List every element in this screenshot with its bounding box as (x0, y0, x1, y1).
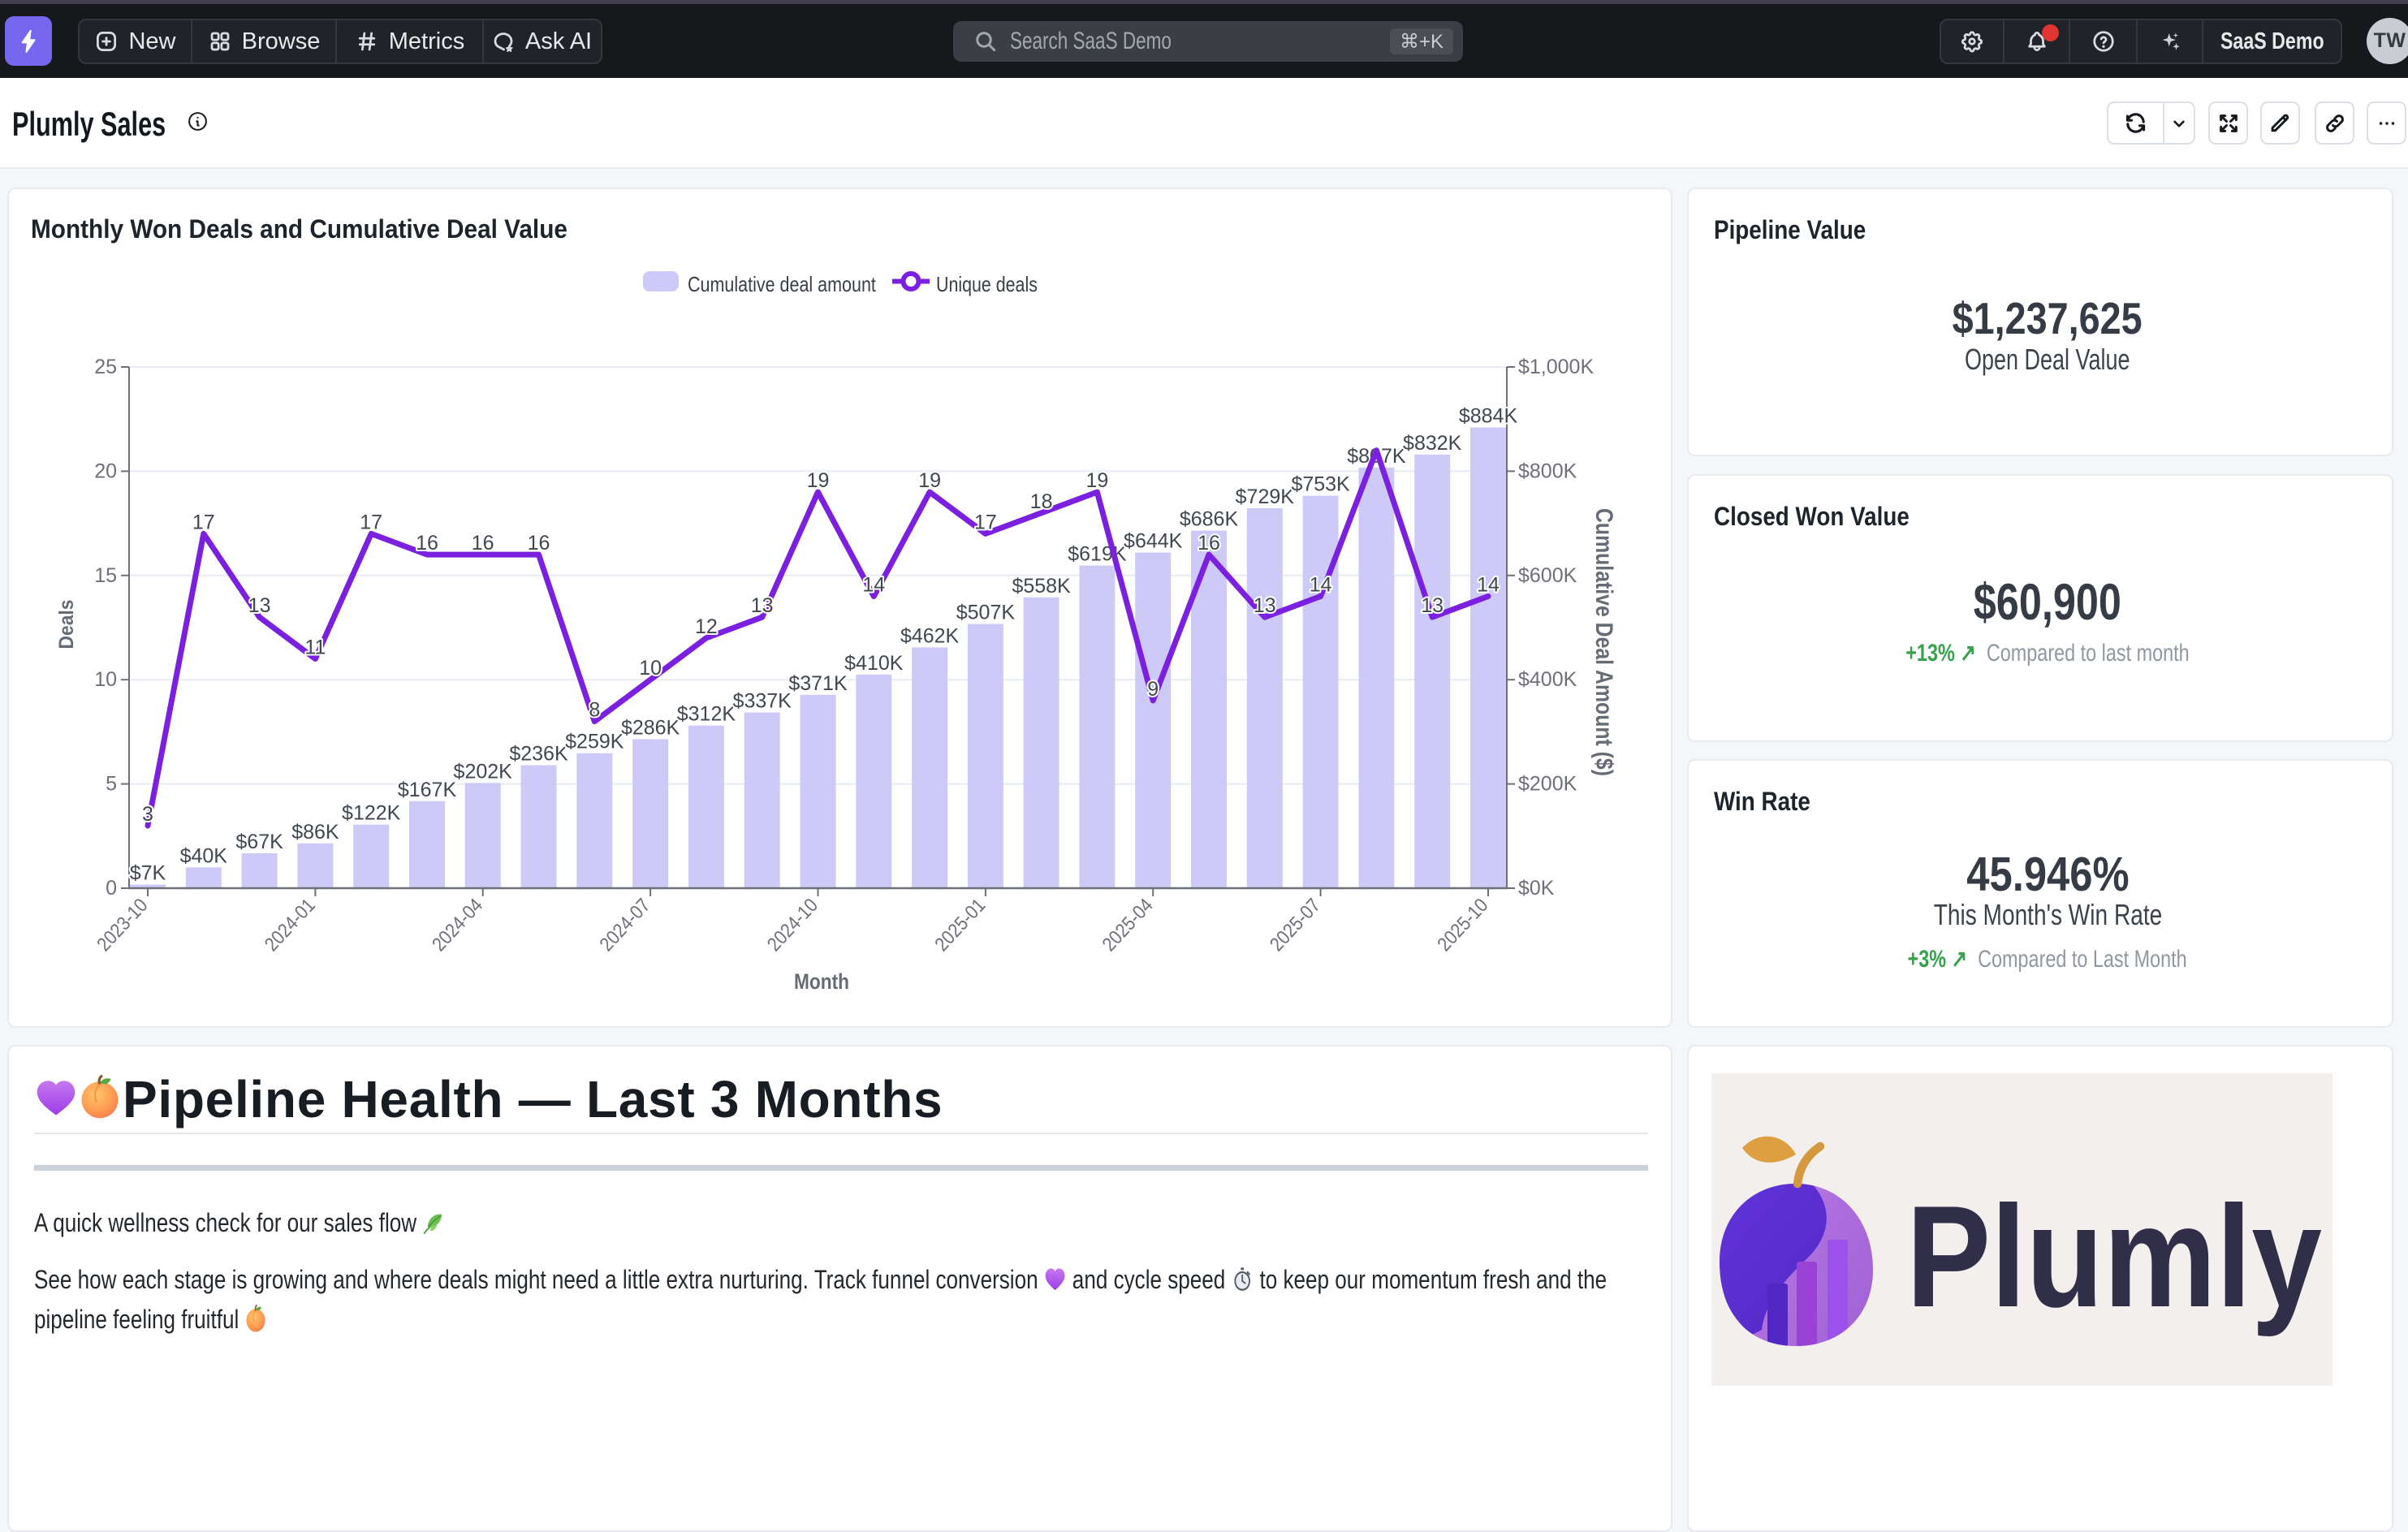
svg-text:15: 15 (94, 564, 117, 587)
svg-text:$753K: $753K (1291, 473, 1350, 496)
svg-text:19: 19 (807, 469, 830, 492)
svg-text:18: 18 (1030, 490, 1053, 513)
svg-text:2024-01: 2024-01 (261, 895, 320, 956)
svg-text:$400K: $400K (1518, 668, 1577, 691)
svg-text:$202K: $202K (454, 760, 513, 783)
svg-text:17: 17 (360, 511, 382, 533)
svg-text:$0K: $0K (1518, 877, 1555, 900)
svg-text:$236K: $236K (509, 743, 568, 766)
svg-text:Deals: Deals (55, 600, 78, 649)
svg-text:5: 5 (106, 773, 117, 796)
svg-text:13: 13 (1421, 594, 1444, 617)
svg-text:$558K: $558K (1012, 575, 1071, 598)
svg-text:19: 19 (1085, 469, 1108, 492)
svg-text:3: 3 (142, 803, 153, 826)
svg-text:$462K: $462K (900, 624, 960, 647)
svg-text:12: 12 (695, 615, 718, 638)
svg-text:2024-04: 2024-04 (428, 895, 487, 956)
svg-text:2025-07: 2025-07 (1266, 895, 1325, 956)
svg-text:9: 9 (1147, 678, 1159, 701)
svg-text:Cumulative Deal Amount ($): Cumulative Deal Amount ($) (1590, 508, 1617, 776)
svg-text:2023-10: 2023-10 (93, 895, 152, 956)
svg-text:8: 8 (589, 699, 600, 722)
svg-text:14: 14 (1310, 574, 1332, 597)
svg-text:$800K: $800K (1518, 460, 1577, 482)
svg-text:$286K: $286K (621, 716, 680, 739)
svg-text:$619K: $619K (1068, 543, 1127, 566)
svg-text:17: 17 (974, 511, 997, 533)
svg-text:13: 13 (751, 594, 774, 617)
svg-text:$40K: $40K (180, 844, 228, 867)
svg-text:2024-10: 2024-10 (763, 895, 822, 956)
svg-text:$832K: $832K (1403, 432, 1462, 455)
svg-text:17: 17 (192, 511, 215, 533)
svg-text:2025-01: 2025-01 (930, 895, 990, 956)
svg-text:Plumly: Plumly (1906, 1176, 2322, 1337)
svg-text:$7K: $7K (130, 862, 166, 885)
svg-text:$259K: $259K (565, 731, 624, 753)
svg-text:$167K: $167K (398, 779, 457, 801)
svg-text:16: 16 (472, 532, 494, 555)
svg-text:$67K: $67K (235, 831, 283, 853)
svg-text:2025-10: 2025-10 (1433, 895, 1492, 956)
svg-text:$1,000K: $1,000K (1518, 356, 1594, 378)
svg-text:$600K: $600K (1518, 564, 1577, 587)
svg-text:14: 14 (862, 574, 885, 597)
svg-text:25: 25 (94, 356, 117, 378)
svg-text:$686K: $686K (1180, 508, 1239, 531)
svg-text:13: 13 (248, 594, 271, 617)
svg-text:16: 16 (416, 532, 438, 555)
svg-text:$337K: $337K (733, 690, 792, 713)
svg-text:10: 10 (94, 668, 117, 691)
svg-text:$371K: $371K (788, 672, 848, 695)
svg-text:$807K: $807K (1347, 445, 1406, 468)
svg-text:2024-07: 2024-07 (596, 895, 655, 956)
svg-text:$86K: $86K (291, 821, 339, 844)
svg-text:10: 10 (639, 657, 662, 680)
svg-text:2025-04: 2025-04 (1098, 895, 1158, 956)
svg-text:$644K: $644K (1124, 530, 1183, 553)
svg-text:19: 19 (918, 469, 941, 492)
svg-text:13: 13 (1254, 594, 1276, 617)
svg-text:$410K: $410K (844, 652, 904, 675)
svg-text:$122K: $122K (342, 802, 401, 825)
svg-text:16: 16 (528, 532, 550, 555)
svg-text:20: 20 (94, 460, 117, 482)
svg-text:$729K: $729K (1236, 485, 1295, 508)
svg-text:$884K: $884K (1459, 405, 1518, 428)
svg-text:14: 14 (1477, 574, 1500, 597)
svg-text:16: 16 (1198, 532, 1220, 555)
svg-text:$312K: $312K (677, 703, 736, 726)
svg-text:0: 0 (106, 877, 117, 900)
svg-text:Month: Month (794, 969, 849, 994)
svg-text:$507K: $507K (956, 602, 1016, 624)
svg-text:$200K: $200K (1518, 773, 1577, 796)
svg-text:11: 11 (304, 637, 326, 659)
